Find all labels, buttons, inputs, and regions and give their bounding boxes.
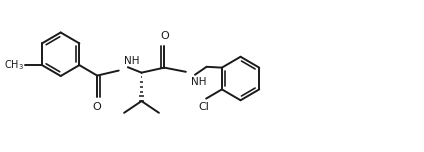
Text: O: O [160,31,169,41]
Text: O: O [93,102,101,112]
Text: NH: NH [124,55,139,66]
Text: CH$_3$: CH$_3$ [4,58,24,72]
Text: NH: NH [191,77,206,87]
Text: Cl: Cl [198,102,209,112]
